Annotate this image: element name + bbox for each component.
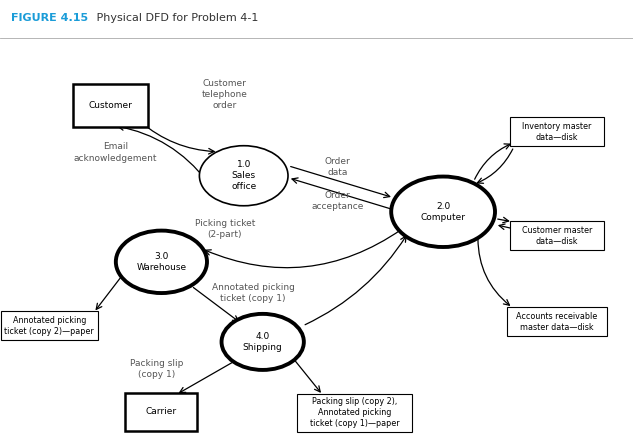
FancyBboxPatch shape xyxy=(510,221,604,250)
Text: Accounts receivable
master data—disk: Accounts receivable master data—disk xyxy=(517,312,598,332)
Text: Annotated picking
ticket (copy 2)—paper: Annotated picking ticket (copy 2)—paper xyxy=(4,316,94,336)
Text: Customer: Customer xyxy=(89,101,133,110)
Text: 2.0
Computer: 2.0 Computer xyxy=(420,202,466,222)
Text: Packing slip (copy 2),
Annotated picking
ticket (copy 1)—paper: Packing slip (copy 2), Annotated picking… xyxy=(310,397,399,429)
Text: Order
acceptance: Order acceptance xyxy=(311,191,363,211)
Text: Picking ticket
(2-part): Picking ticket (2-part) xyxy=(194,219,255,239)
FancyBboxPatch shape xyxy=(125,393,197,431)
Text: 4.0
Shipping: 4.0 Shipping xyxy=(243,332,282,352)
Text: Packing slip
(copy 1): Packing slip (copy 1) xyxy=(130,359,184,379)
FancyBboxPatch shape xyxy=(297,394,412,432)
FancyBboxPatch shape xyxy=(510,117,604,146)
Text: Email
acknowledgement: Email acknowledgement xyxy=(73,143,157,162)
Text: Annotated picking
ticket (copy 1): Annotated picking ticket (copy 1) xyxy=(212,282,294,303)
Text: Order
data: Order data xyxy=(325,157,350,177)
FancyBboxPatch shape xyxy=(73,84,148,128)
Text: Customer
telephone
order: Customer telephone order xyxy=(202,79,248,110)
Ellipse shape xyxy=(391,176,495,247)
Text: Inventory master
data—disk: Inventory master data—disk xyxy=(522,121,592,142)
Ellipse shape xyxy=(222,314,304,370)
Ellipse shape xyxy=(116,231,207,293)
FancyBboxPatch shape xyxy=(1,312,98,340)
Ellipse shape xyxy=(199,146,288,206)
Text: Carrier: Carrier xyxy=(146,407,177,417)
Text: FIGURE 4.15: FIGURE 4.15 xyxy=(11,13,89,23)
Text: 3.0
Warehouse: 3.0 Warehouse xyxy=(136,252,187,272)
Text: Customer master
data—disk: Customer master data—disk xyxy=(522,226,592,246)
Text: 1.0
Sales
office: 1.0 Sales office xyxy=(231,160,256,191)
Text: Physical DFD for Problem 4-1: Physical DFD for Problem 4-1 xyxy=(86,13,258,23)
FancyBboxPatch shape xyxy=(506,308,608,336)
